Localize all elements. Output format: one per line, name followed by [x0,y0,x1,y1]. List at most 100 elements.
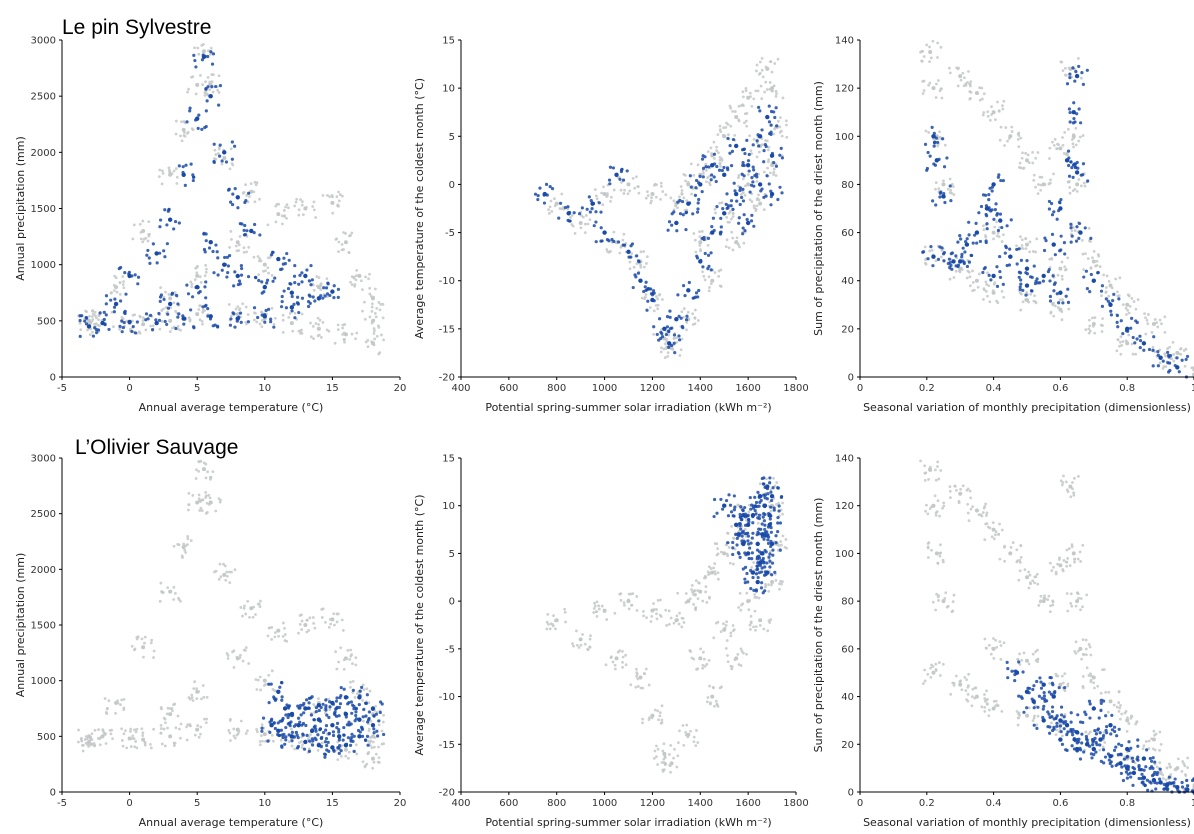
data-point-cloud [1155,321,1159,325]
data-point-cloud [334,714,339,718]
data-point [1091,746,1096,752]
data-point [941,599,946,604]
data-point-cloud [300,280,304,284]
data-point [674,317,679,322]
data-point [951,259,956,264]
data-point-cloud [629,683,633,687]
data-point-cloud [663,763,667,767]
data-point-cloud [553,619,557,623]
data-point-cloud [270,717,274,721]
data-point-cloud [170,172,174,176]
data-point-cloud [731,236,735,240]
data-point-cloud [237,279,242,283]
data-point-cloud [551,623,555,626]
data-point-cloud [223,262,227,267]
data-point-cloud [663,754,667,758]
data-point-cloud [1135,337,1139,341]
data-point-cloud [346,756,350,760]
data-point-cloud [1015,710,1019,713]
data-point-cloud [274,204,278,208]
data-point-cloud [1062,474,1065,478]
data-point-cloud [80,314,84,318]
data-point-cloud [1119,319,1123,323]
x-tick-label: 1200 [640,798,665,809]
data-point-cloud [930,248,934,252]
data-point-cloud [929,675,933,679]
data-point-cloud [162,249,166,253]
data-point-cloud [121,325,126,330]
data-point-cloud [1106,710,1110,714]
data-point-cloud [158,218,163,222]
data-point-cloud [741,187,745,192]
data-point [991,527,996,532]
data-point-cloud [1091,743,1095,747]
data-point-cloud [296,736,300,740]
data-point-cloud [286,715,290,720]
data-point-cloud [1087,699,1092,703]
data-point-cloud [701,650,705,654]
data-point-cloud [118,324,122,329]
data-point-cloud [749,568,753,573]
data-point-cloud [715,702,719,706]
data-point [1024,283,1030,288]
data-point-cloud [553,204,557,208]
data-point-cloud [230,202,235,207]
data-point-cloud [1182,349,1186,352]
data-point-cloud [1076,649,1080,653]
data-point-cloud [1073,165,1078,170]
data-point-cloud [700,230,704,233]
data-point-cloud [714,699,718,703]
data-point-cloud [979,204,984,209]
data-point-cloud [985,511,989,515]
data-point-cloud [1119,352,1123,356]
data-point-cloud [336,295,340,299]
data-point-cloud [246,729,249,733]
data-point-cloud [712,497,717,502]
data-point [758,618,763,623]
data-point [336,734,342,739]
data-point-cloud [594,210,598,214]
y-axis-title: Annual precipitation (mm) [14,553,27,698]
data-point-cloud [284,735,288,739]
data-point-cloud [698,174,702,178]
data-point-cloud [1002,295,1006,299]
data-point-cloud [1115,320,1119,324]
data-point-cloud [666,228,670,232]
data-point-cloud [1073,557,1077,561]
data-point-cloud [211,470,215,473]
data-point-cloud [1099,691,1103,695]
data-point-cloud [757,134,761,138]
data-point-cloud [186,292,191,296]
data-point-cloud [931,264,935,268]
data-point-cloud [1115,734,1119,738]
data-point-cloud [158,168,162,172]
data-point-cloud [1174,768,1178,772]
data-point-cloud [564,620,567,624]
data-point-cloud [599,210,603,214]
data-point-cloud [696,667,700,671]
data-point-cloud [982,297,985,301]
data-point [1098,737,1103,742]
data-point-cloud [1091,279,1096,283]
data-point-cloud [1061,69,1065,73]
data-point [276,728,281,733]
data-point-cloud [1104,297,1108,301]
data-point-cloud [1084,328,1088,331]
data-point-cloud [963,76,966,80]
data-point [710,278,715,283]
data-point-cloud [731,207,735,211]
data-point-cloud [1103,741,1107,744]
data-point-cloud [769,171,772,175]
data-point-cloud [678,195,681,199]
data-point-cloud [204,496,208,499]
data-point-cloud [1041,707,1045,711]
data-point-cloud [173,591,177,595]
data-point-cloud [1080,657,1083,661]
data-point-cloud [675,614,679,618]
data-point-cloud [991,646,995,650]
data-point-cloud [776,521,780,525]
data-point-cloud [738,591,742,595]
data-point-cloud [682,743,686,747]
data-point [1071,110,1076,115]
data-point-cloud [244,732,248,735]
